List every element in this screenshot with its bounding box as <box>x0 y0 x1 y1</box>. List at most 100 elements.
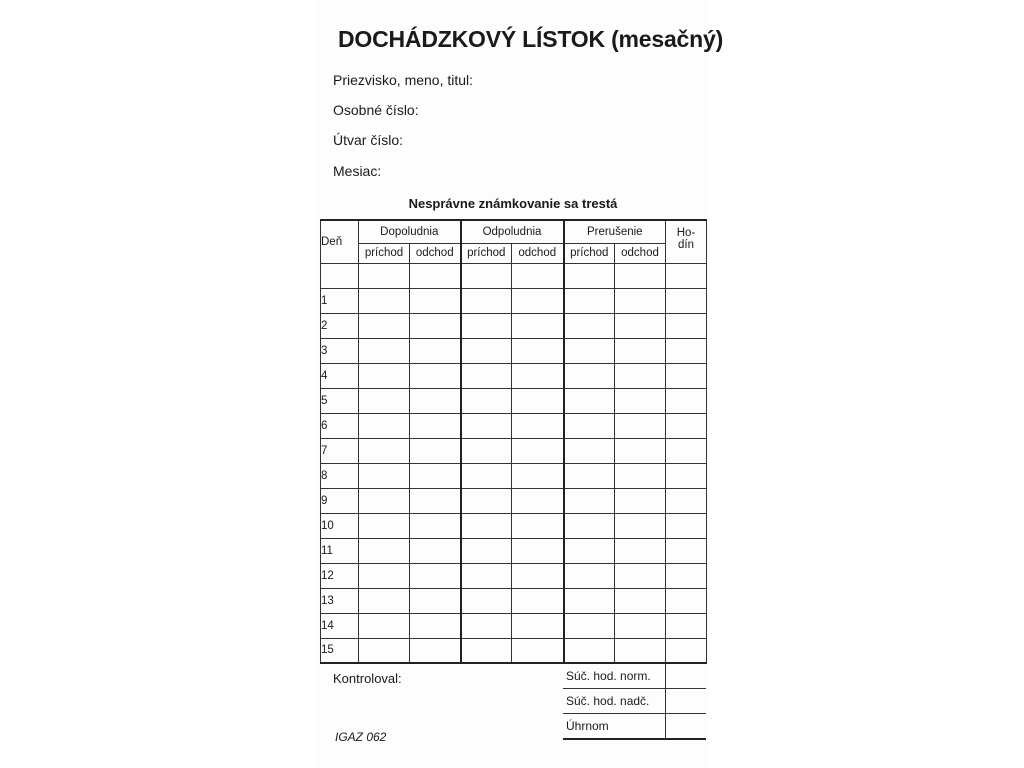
time-cell[interactable] <box>409 312 461 339</box>
time-cell[interactable] <box>409 437 461 464</box>
time-cell[interactable] <box>409 387 461 414</box>
time-cell[interactable] <box>459 387 512 414</box>
time-cell[interactable] <box>358 637 410 664</box>
time-cell[interactable] <box>510 287 565 314</box>
time-cell[interactable] <box>614 537 667 564</box>
time-cell[interactable] <box>614 562 667 589</box>
time-cell[interactable] <box>614 312 667 339</box>
time-cell[interactable] <box>665 337 708 364</box>
time-cell[interactable] <box>614 387 667 414</box>
time-cell[interactable] <box>409 587 461 614</box>
time-cell[interactable] <box>510 637 565 664</box>
time-cell[interactable] <box>358 487 410 514</box>
time-cell[interactable] <box>614 412 667 439</box>
time-cell[interactable] <box>459 587 512 614</box>
time-cell[interactable] <box>459 637 512 664</box>
time-cell[interactable] <box>459 462 512 489</box>
time-cell[interactable] <box>562 262 616 289</box>
time-cell[interactable] <box>562 437 616 464</box>
time-cell[interactable] <box>562 487 616 514</box>
time-cell[interactable] <box>409 487 461 514</box>
time-cell[interactable] <box>459 437 512 464</box>
time-cell[interactable] <box>409 637 461 664</box>
time-cell[interactable] <box>614 487 667 514</box>
time-cell[interactable] <box>665 437 708 464</box>
time-cell[interactable] <box>614 587 667 614</box>
time-cell[interactable] <box>510 562 565 589</box>
time-cell[interactable] <box>665 387 708 414</box>
time-cell[interactable] <box>459 262 512 289</box>
time-cell[interactable] <box>562 462 616 489</box>
time-cell[interactable] <box>459 512 512 539</box>
time-cell[interactable] <box>510 312 565 339</box>
time-cell[interactable] <box>409 337 461 364</box>
time-cell[interactable] <box>665 262 708 289</box>
time-cell[interactable] <box>358 412 410 439</box>
total-normal-cell[interactable] <box>664 664 706 689</box>
time-cell[interactable] <box>614 462 667 489</box>
time-cell[interactable] <box>510 362 565 389</box>
time-cell[interactable] <box>358 562 410 589</box>
time-cell[interactable] <box>459 362 512 389</box>
time-cell[interactable] <box>409 537 461 564</box>
time-cell[interactable] <box>614 362 667 389</box>
total-overtime-cell[interactable] <box>664 688 706 714</box>
time-cell[interactable] <box>459 562 512 589</box>
time-cell[interactable] <box>665 362 708 389</box>
time-cell[interactable] <box>665 512 708 539</box>
time-cell[interactable] <box>358 362 410 389</box>
time-cell[interactable] <box>665 287 708 314</box>
time-cell[interactable] <box>614 262 667 289</box>
time-cell[interactable] <box>409 287 461 314</box>
time-cell[interactable] <box>665 537 708 564</box>
time-cell[interactable] <box>358 512 410 539</box>
total-sum-cell[interactable] <box>664 713 706 740</box>
time-cell[interactable] <box>510 512 565 539</box>
time-cell[interactable] <box>358 612 410 639</box>
time-cell[interactable] <box>562 387 616 414</box>
time-cell[interactable] <box>510 587 565 614</box>
time-cell[interactable] <box>409 612 461 639</box>
time-cell[interactable] <box>665 487 708 514</box>
time-cell[interactable] <box>459 612 512 639</box>
time-cell[interactable] <box>665 562 708 589</box>
time-cell[interactable] <box>562 362 616 389</box>
time-cell[interactable] <box>562 312 616 339</box>
time-cell[interactable] <box>459 287 512 314</box>
time-cell[interactable] <box>614 512 667 539</box>
time-cell[interactable] <box>562 562 616 589</box>
time-cell[interactable] <box>459 337 512 364</box>
time-cell[interactable] <box>562 337 616 364</box>
time-cell[interactable] <box>510 612 565 639</box>
time-cell[interactable] <box>409 262 461 289</box>
time-cell[interactable] <box>562 612 616 639</box>
time-cell[interactable] <box>510 487 565 514</box>
time-cell[interactable] <box>459 537 512 564</box>
time-cell[interactable] <box>665 412 708 439</box>
time-cell[interactable] <box>665 462 708 489</box>
time-cell[interactable] <box>409 362 461 389</box>
time-cell[interactable] <box>459 487 512 514</box>
time-cell[interactable] <box>562 412 616 439</box>
time-cell[interactable] <box>510 387 565 414</box>
time-cell[interactable] <box>665 637 708 664</box>
time-cell[interactable] <box>358 287 410 314</box>
time-cell[interactable] <box>665 587 708 614</box>
time-cell[interactable] <box>614 287 667 314</box>
time-cell[interactable] <box>358 337 410 364</box>
time-cell[interactable] <box>665 312 708 339</box>
time-cell[interactable] <box>510 537 565 564</box>
time-cell[interactable] <box>562 587 616 614</box>
time-cell[interactable] <box>409 512 461 539</box>
time-cell[interactable] <box>459 312 512 339</box>
time-cell[interactable] <box>409 462 461 489</box>
time-cell[interactable] <box>562 287 616 314</box>
time-cell[interactable] <box>614 612 667 639</box>
time-cell[interactable] <box>358 437 410 464</box>
time-cell[interactable] <box>665 612 708 639</box>
time-cell[interactable] <box>510 437 565 464</box>
time-cell[interactable] <box>358 587 410 614</box>
time-cell[interactable] <box>510 262 565 289</box>
time-cell[interactable] <box>614 437 667 464</box>
time-cell[interactable] <box>358 387 410 414</box>
